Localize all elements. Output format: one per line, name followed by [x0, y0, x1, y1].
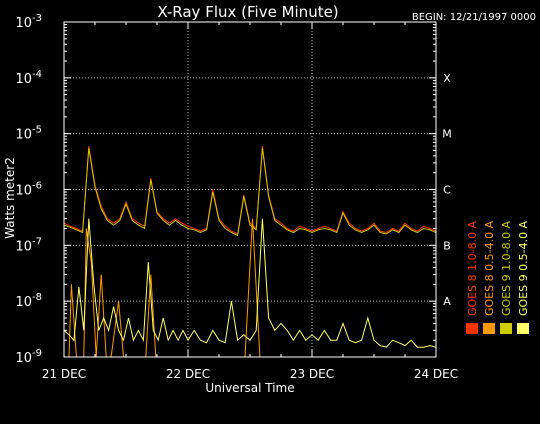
- y-tick-label: 10-8: [15, 292, 42, 310]
- legend-swatch: [483, 323, 495, 334]
- x-tick-label: 24 DEC: [414, 367, 458, 381]
- y-tick-label: 10-7: [15, 236, 42, 254]
- flare-class-label: X: [443, 72, 451, 85]
- flare-class-label: C: [443, 184, 451, 197]
- legend-swatch: [500, 323, 512, 334]
- legend-swatch: [466, 323, 478, 334]
- legend-label: GOES 9 1.0-8.0 A: [500, 220, 513, 316]
- series-line: [64, 218, 436, 358]
- y-tick-label: 10-3: [15, 13, 42, 31]
- legend-label: GOES 9 0.5-4.0 A: [517, 220, 530, 316]
- flare-class-label: M: [442, 128, 452, 141]
- y-tick-label: 10-4: [15, 69, 42, 87]
- begin-date-label: BEGIN: 12/21/1997 0000: [412, 12, 536, 23]
- legend-swatch: [517, 323, 529, 334]
- legend: GOES 8 1.0-8.0 A GOES 8 0.5-4.0 A GOES 9 1…: [466, 220, 530, 334]
- series-line: [63, 218, 437, 348]
- y-tick-label: 10-6: [15, 181, 42, 199]
- y-tick-label: 10-5: [15, 125, 42, 143]
- flare-class-label: B: [443, 239, 451, 252]
- grid-lines: [64, 22, 436, 357]
- y-axis-label: Watts meter2: [3, 157, 17, 239]
- legend-label: GOES 8 0.5-4.0 A: [483, 220, 496, 316]
- x-tick-label: 21 DEC: [42, 367, 86, 381]
- axis-ticks: 10-9 10-8 10-7 10-6 10-5 10-4 10-3 21 DEC 22 DEC…: [15, 13, 458, 381]
- series-line: [63, 148, 437, 237]
- x-tick-label: 22 DEC: [166, 367, 210, 381]
- x-tick-label: 23 DEC: [290, 367, 334, 381]
- legend-label: GOES 8 1.0-8.0 A: [466, 220, 479, 316]
- x-axis-label: Universal Time: [205, 381, 294, 395]
- data-series: [63, 146, 437, 358]
- flare-class-label: A: [443, 295, 451, 308]
- y-tick-label: 10-9: [15, 348, 42, 366]
- chart-title: X-Ray Flux (Five Minute): [157, 3, 338, 21]
